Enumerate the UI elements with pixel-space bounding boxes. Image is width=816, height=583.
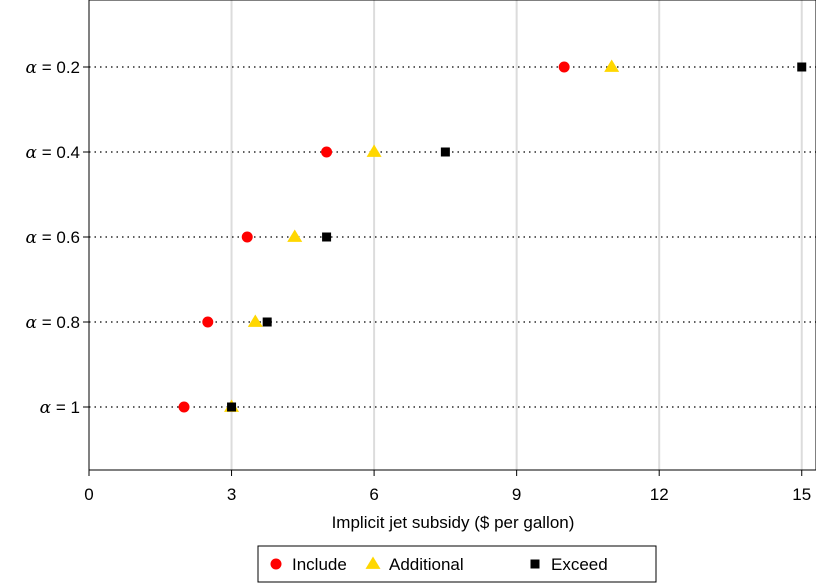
- point-exceed: [227, 402, 237, 412]
- row-guides: [89, 66, 816, 408]
- legend-item-additional: Additional: [365, 555, 464, 574]
- y-category-label: α = 0.8: [26, 313, 81, 333]
- legend-item-include: Include: [270, 555, 347, 574]
- y-category-label: α = 0.2: [26, 58, 81, 78]
- point-additional: [604, 59, 620, 72]
- category-value: = 1: [51, 398, 80, 417]
- legend-marker-include: [270, 558, 282, 570]
- point-additional: [287, 229, 303, 242]
- point-exceed: [797, 62, 807, 72]
- legend-box: [257, 545, 657, 583]
- y-axis: α = 0.2α = 0.4α = 0.6α = 0.8α = 1: [26, 58, 89, 418]
- point-additional: [247, 314, 263, 327]
- point-exceed: [262, 317, 272, 327]
- x-tick-label: 0: [84, 485, 93, 504]
- legend-label: Include: [292, 555, 347, 574]
- x-axis-title: Implicit jet subsidy ($ per gallon): [332, 513, 575, 532]
- point-exceed: [322, 232, 332, 242]
- x-tick-label: 9: [512, 485, 521, 504]
- x-axis: 0 3 6 9 12 15: [84, 470, 811, 504]
- x-tick-label: 6: [369, 485, 378, 504]
- plot-frame: [88, 0, 816, 471]
- alpha-symbol: α: [26, 313, 38, 333]
- category-value: = 0.6: [37, 228, 80, 247]
- category-value: = 0.8: [37, 313, 80, 332]
- legend-marker-exceed: [530, 559, 540, 569]
- grid-layer: [230, 0, 803, 470]
- y-category-label: α = 0.6: [26, 228, 81, 248]
- data-marks: [178, 59, 807, 413]
- x-tick-label: 15: [792, 485, 811, 504]
- legend-label: Exceed: [551, 555, 608, 574]
- point-include: [241, 231, 253, 243]
- point-include: [178, 401, 190, 413]
- x-tick-label: 12: [650, 485, 669, 504]
- y-category-label: α = 1: [40, 398, 80, 418]
- point-include: [202, 316, 214, 328]
- alpha-symbol: α: [26, 143, 38, 163]
- legend-item-exceed: Exceed: [530, 555, 608, 574]
- legend-marker-additional: [365, 556, 381, 569]
- point-include: [558, 61, 570, 73]
- point-additional: [366, 144, 382, 157]
- alpha-symbol: α: [26, 58, 38, 78]
- y-category-label: α = 0.4: [26, 143, 81, 163]
- alpha-symbol: α: [26, 228, 38, 248]
- point-exceed: [440, 147, 450, 157]
- x-tick-label: 3: [227, 485, 236, 504]
- point-include: [321, 146, 333, 158]
- legend: Include Additional Exceed: [257, 545, 657, 583]
- category-value: = 0.4: [37, 143, 80, 162]
- legend-label: Additional: [389, 555, 464, 574]
- alpha-symbol: α: [40, 398, 52, 418]
- category-value: = 0.2: [37, 58, 80, 77]
